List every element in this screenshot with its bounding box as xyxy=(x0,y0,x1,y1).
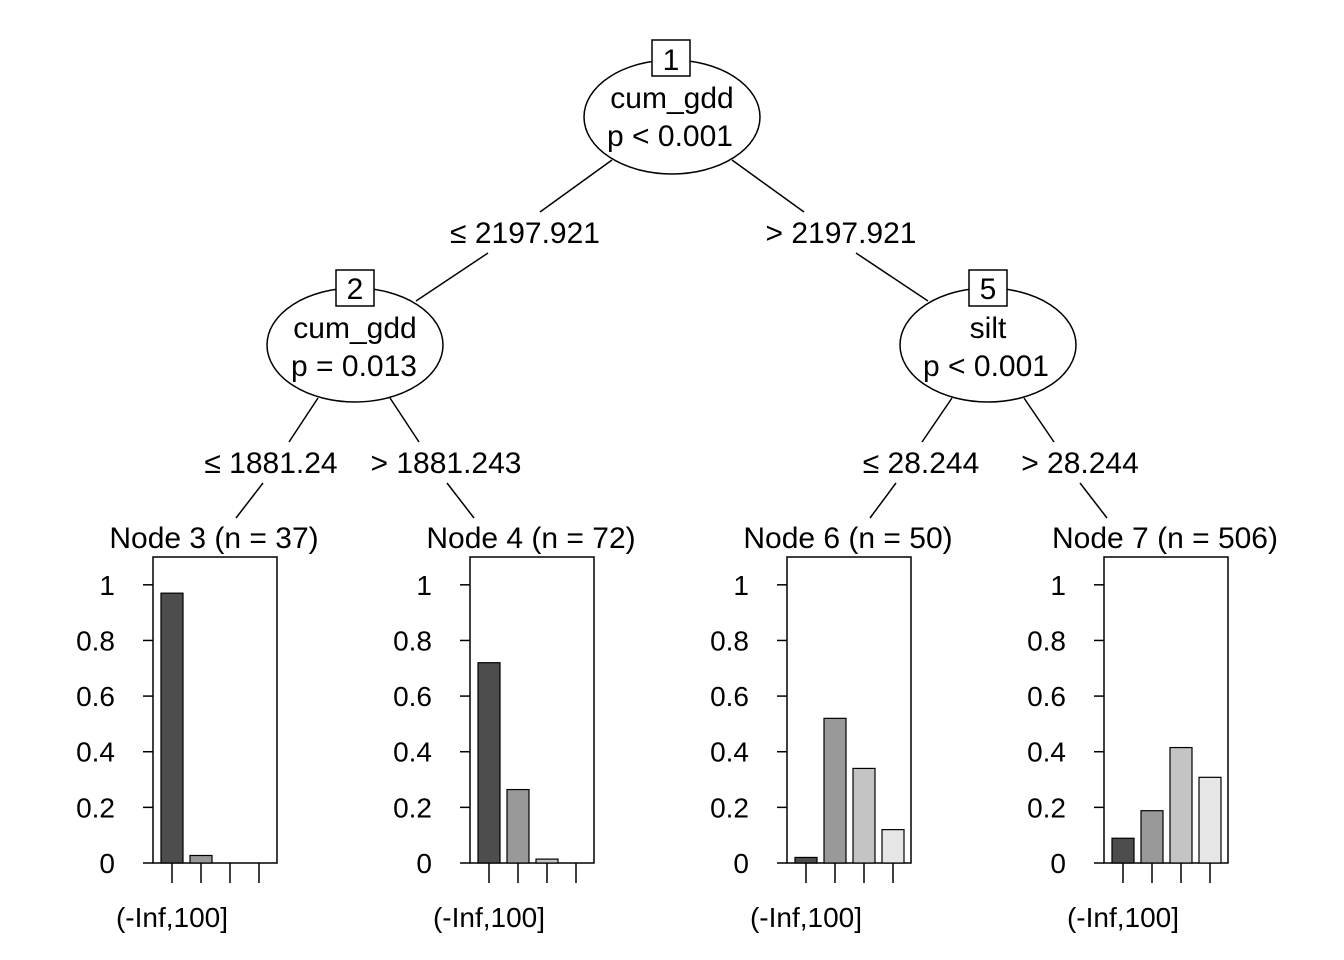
edge-5-6-lower xyxy=(869,482,897,519)
bar-2 xyxy=(852,767,876,864)
y-tick-label: 0.4 xyxy=(76,737,115,768)
leaf-panels: Node 3 (n = 37)00.20.40.60.81(-Inf,100]N… xyxy=(76,522,1278,933)
bar-0 xyxy=(160,592,184,864)
node-id: 5 xyxy=(980,273,997,306)
y-tick-label: 0.8 xyxy=(710,625,749,656)
y-tick-label: 1 xyxy=(99,570,115,601)
edge-1-5-lower xyxy=(855,252,929,302)
node-variable: cum_gdd xyxy=(610,82,733,115)
y-tick-label: 0.2 xyxy=(393,792,432,823)
node-ellipse xyxy=(583,59,761,175)
x-tick-label: (-Inf,100] xyxy=(1067,902,1179,933)
y-tick-label: 0.2 xyxy=(1027,792,1066,823)
edge-2-3-lower xyxy=(235,482,264,519)
leaf-frame xyxy=(786,556,912,864)
leaf-node-1: Node 4 (n = 72) 0 0.2 0.4 0.6 0.8 1 (-Inf,100] xyxy=(393,522,636,933)
y-tick-label: 0.8 xyxy=(1027,625,1066,656)
edge-2-4-lower xyxy=(446,482,475,519)
x-tick-label: (-Inf,100] xyxy=(116,902,228,933)
node-variable: silt xyxy=(970,312,1007,345)
y-tick-label: 0 xyxy=(99,848,115,879)
edge-label-5-6: ≤ 28.244 xyxy=(863,447,980,480)
inner-node-2: 2 cum_gdd p = 0.013 xyxy=(266,269,444,403)
y-tick-label: 0.8 xyxy=(393,625,432,656)
edge-5-7-lower xyxy=(1079,482,1108,519)
edge-1-5-upper xyxy=(731,159,805,213)
inner-node-1: 1 cum_gdd p < 0.001 xyxy=(583,39,761,175)
edge-label-5-7: > 28.244 xyxy=(1021,447,1139,480)
node-p-value: p < 0.001 xyxy=(923,350,1049,383)
node-id-box xyxy=(335,269,375,307)
node-id-box xyxy=(968,269,1008,307)
edge-1-2-lower xyxy=(415,252,489,302)
leaf-frame xyxy=(469,556,595,864)
y-tick-label: 0.4 xyxy=(710,737,749,768)
edge-label-2-4: > 1881.243 xyxy=(371,447,522,480)
bar-2 xyxy=(535,858,559,864)
leaf-node-3: Node 7 (n = 506) 0 0.2 0.4 0.6 0.8 1 (-Inf,100] xyxy=(1027,522,1278,933)
leaf-node-2: Node 6 (n = 50) 0 0.2 0.4 0.6 0.8 1 (-Inf,100] xyxy=(710,522,953,933)
y-tick-label: 0.4 xyxy=(1027,737,1066,768)
bar-0 xyxy=(794,856,818,864)
y-tick-label: 0.6 xyxy=(393,681,432,712)
edge-5-7-upper xyxy=(1023,397,1055,443)
y-tick-label: 0.8 xyxy=(76,625,115,656)
x-tick-label: (-Inf,100] xyxy=(433,902,545,933)
node-p-value: p < 0.001 xyxy=(607,120,733,153)
bar-2 xyxy=(1169,746,1193,864)
bar-3 xyxy=(1198,776,1222,864)
leaf-title: Node 7 (n = 506) xyxy=(1052,522,1278,555)
inner-node-5: 5 silt p < 0.001 xyxy=(899,269,1077,403)
edge-5-6-upper xyxy=(921,397,953,443)
bar-0 xyxy=(1111,837,1135,864)
y-tick-label: 0.6 xyxy=(76,681,115,712)
edge-2-3-upper xyxy=(288,397,319,443)
bar-3 xyxy=(881,829,905,864)
leaf-title: Node 6 (n = 50) xyxy=(743,522,952,555)
y-tick-label: 0.2 xyxy=(710,792,749,823)
node-variable: cum_gdd xyxy=(293,312,416,345)
y-tick-label: 0 xyxy=(733,848,749,879)
node-id: 1 xyxy=(663,44,680,77)
leaf-frame xyxy=(152,556,278,864)
y-tick-label: 1 xyxy=(416,570,432,601)
leaf-frame xyxy=(1103,556,1229,864)
edge-1-2-upper xyxy=(539,159,613,213)
edge-2-4-upper xyxy=(389,397,420,443)
node-id: 2 xyxy=(347,273,364,306)
x-tick-label: (-Inf,100] xyxy=(750,902,862,933)
bar-1 xyxy=(506,788,530,864)
bar-1 xyxy=(1140,810,1164,864)
y-tick-label: 1 xyxy=(1050,570,1066,601)
edge-label-1-5: > 2197.921 xyxy=(766,217,917,250)
bar-1 xyxy=(823,717,847,864)
edge-label-2-3: ≤ 1881.24 xyxy=(204,447,337,480)
bar-0 xyxy=(477,662,501,864)
leaf-title: Node 3 (n = 37) xyxy=(109,522,318,555)
edge-labels: ≤ 2197.921 > 2197.921 ≤ 1881.24 > 1881.2… xyxy=(204,217,1138,480)
edge-label-1-2: ≤ 2197.921 xyxy=(450,217,600,250)
y-tick-label: 0 xyxy=(416,848,432,879)
tree-edges xyxy=(235,159,1108,519)
y-tick-label: 0.4 xyxy=(393,737,432,768)
bar-1 xyxy=(189,854,213,864)
node-p-value: p = 0.013 xyxy=(291,350,417,383)
y-tick-label: 0 xyxy=(1050,848,1066,879)
y-tick-label: 0.6 xyxy=(710,681,749,712)
y-tick-label: 1 xyxy=(733,570,749,601)
y-tick-label: 0.6 xyxy=(1027,681,1066,712)
node-id-box xyxy=(651,39,691,77)
leaf-node-0: Node 3 (n = 37) 0 0.2 0.4 0.6 0.8 1 (-Inf,100] xyxy=(76,522,319,933)
leaf-title: Node 4 (n = 72) xyxy=(426,522,635,555)
y-tick-label: 0.2 xyxy=(76,792,115,823)
